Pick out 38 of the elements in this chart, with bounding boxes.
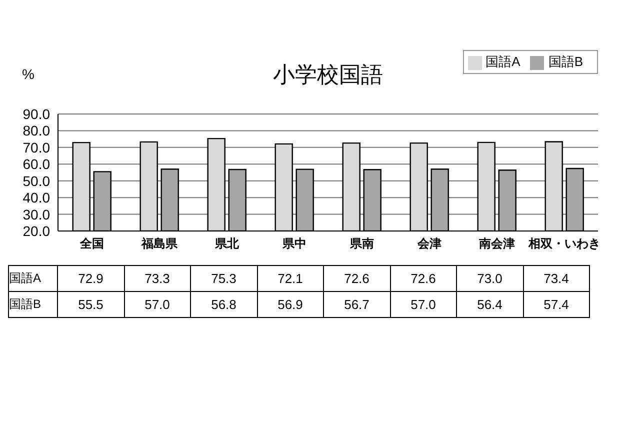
y-tick-label: 20.0	[22, 222, 50, 239]
x-tick-label: 県南	[348, 236, 374, 251]
data-label: 72.6	[390, 266, 456, 292]
y-tick-label: 50.0	[22, 172, 50, 189]
legend-label: 国語A	[486, 54, 520, 69]
y-tick-label: 90.0	[22, 106, 50, 122]
x-tick-label: 福島県	[140, 236, 178, 251]
data-label: 56.8	[190, 292, 257, 318]
y-tick-label: 40.0	[22, 190, 50, 206]
y-tick-label: 60.0	[22, 156, 50, 172]
text: 国語B	[9, 297, 42, 311]
x-tick-label: 南会津	[478, 236, 515, 251]
data-label: 57.4	[523, 292, 590, 318]
data-label: 72.6	[324, 266, 390, 292]
y-tick-label: 80.0	[22, 122, 50, 139]
data-label: 73.4	[523, 266, 590, 292]
data-label: 75.3	[190, 266, 257, 292]
data-label: 57.0	[124, 292, 190, 318]
legend-label: 国語B	[548, 54, 583, 69]
data-label: 72.9	[58, 266, 124, 292]
data-label: 56.9	[257, 292, 324, 318]
data-label: 57.0	[390, 292, 456, 318]
data-label: 55.5	[58, 292, 124, 318]
chart-title: 小学校国語	[273, 62, 383, 87]
y-tick-label: 70.0	[22, 139, 50, 156]
x-tick-label: 会津	[416, 236, 442, 251]
x-tick-label: 県中	[281, 236, 306, 251]
x-tick-label: 相双・いわき	[527, 236, 600, 251]
data-label: 73.3	[124, 266, 190, 292]
data-label: 72.1	[257, 266, 324, 292]
x-tick-label: 全国	[78, 236, 104, 251]
x-tick-label: 県北	[214, 236, 240, 251]
data-label: 56.4	[456, 292, 523, 318]
text: 国語A	[9, 271, 42, 285]
data-label: 56.7	[324, 292, 390, 318]
y-axis-title: %	[22, 66, 34, 82]
y-tick-label: 30.0	[22, 206, 50, 222]
data-label: 73.0	[456, 266, 523, 292]
